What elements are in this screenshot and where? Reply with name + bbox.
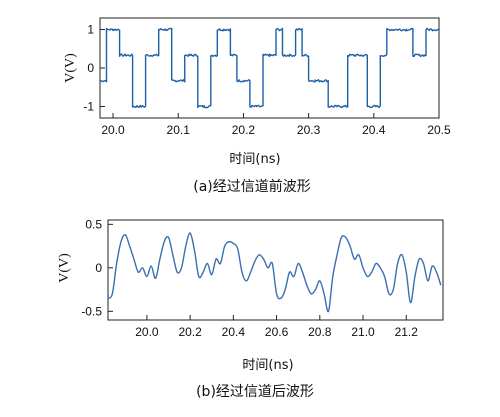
x-tick-label: 20.1 [167, 123, 191, 137]
x-tick-label: 20.0 [135, 325, 159, 339]
x-tick-label: 20.4 [222, 325, 246, 339]
chart-a-y-ticks: -1 0 1 [83, 23, 105, 113]
chart-a-y-label: V(V) [63, 53, 78, 83]
x-tick-label: 20.2 [232, 123, 256, 137]
chart-b-plot-frame [107, 219, 444, 321]
y-tick-label: 0.5 [85, 217, 102, 231]
x-tick-label: 20.0 [101, 123, 125, 137]
chart-a-line [99, 27, 440, 109]
chart-a: 20.0 20.1 20.2 20.3 20.4 20.5 -1 0 1 V(V) 时间(ns… [63, 17, 451, 195]
chart-b-caption: (b)经过信道后波形 [196, 384, 314, 400]
chart-a-caption: (a)经过信道前波形 [193, 178, 311, 195]
x-tick-label: 20.2 [178, 325, 202, 339]
chart-b-y-label: V(V) [57, 253, 72, 283]
y-tick-label: 1 [87, 23, 94, 37]
chart-b-x-ticks: 20.0 20.2 20.4 20.6 20.8 21.0 21.2 [135, 315, 418, 339]
chart-b: 20.0 20.2 20.4 20.6 20.8 21.0 21.2 -0.5 0 0.5 V(… [57, 217, 444, 400]
chart-a-x-label: 时间(ns) [229, 152, 280, 167]
x-tick-label: 21.2 [395, 325, 419, 339]
x-tick-label: 20.6 [265, 325, 289, 339]
x-tick-label: 20.3 [297, 123, 321, 137]
chart-b-line [107, 232, 442, 313]
x-tick-label: 21.0 [351, 325, 375, 339]
x-tick-label: 20.5 [427, 123, 451, 137]
x-tick-label: 20.4 [362, 123, 386, 137]
chart-b-x-label: 时间(ns) [242, 358, 293, 373]
chart-a-x-ticks: 20.0 20.1 20.2 20.3 20.4 20.5 [101, 113, 451, 137]
y-tick-label: 0 [87, 61, 94, 75]
y-tick-label: -1 [83, 99, 94, 113]
y-tick-label: 0 [95, 261, 102, 275]
chart-a-plot-frame [99, 17, 440, 119]
x-tick-label: 20.8 [308, 325, 332, 339]
chart-b-y-ticks: -0.5 0 0.5 [81, 217, 113, 318]
y-tick-label: -0.5 [81, 304, 102, 318]
